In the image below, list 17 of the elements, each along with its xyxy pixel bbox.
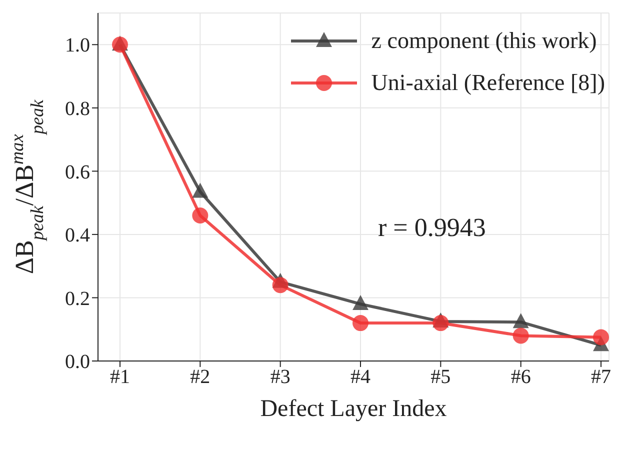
x-tick-label: #2 — [190, 366, 210, 388]
y-tick-label: 0.0 — [65, 351, 90, 374]
y-tick-label: 0.4 — [65, 224, 90, 247]
x-tick-label: #4 — [350, 366, 370, 388]
y-tick-label: 0.8 — [65, 98, 90, 120]
x-tick-label: #7 — [591, 366, 611, 388]
x-tick-label: #6 — [510, 366, 531, 388]
y-tick-label: 0.6 — [65, 161, 90, 184]
y-tick-label: 1.0 — [65, 34, 90, 57]
x-tick-label: #3 — [270, 366, 290, 388]
x-tick-label: #1 — [110, 366, 130, 388]
x-tick-label: #5 — [430, 366, 451, 388]
legend-label: Uni-axial (Reference [8]) — [371, 70, 605, 96]
annotation: r = 0.9943 — [378, 213, 486, 243]
x-axis-title: Defect Layer Index — [260, 396, 447, 422]
legend-label: z component (this work) — [371, 28, 597, 54]
y-tick-label: 0.2 — [65, 288, 90, 310]
